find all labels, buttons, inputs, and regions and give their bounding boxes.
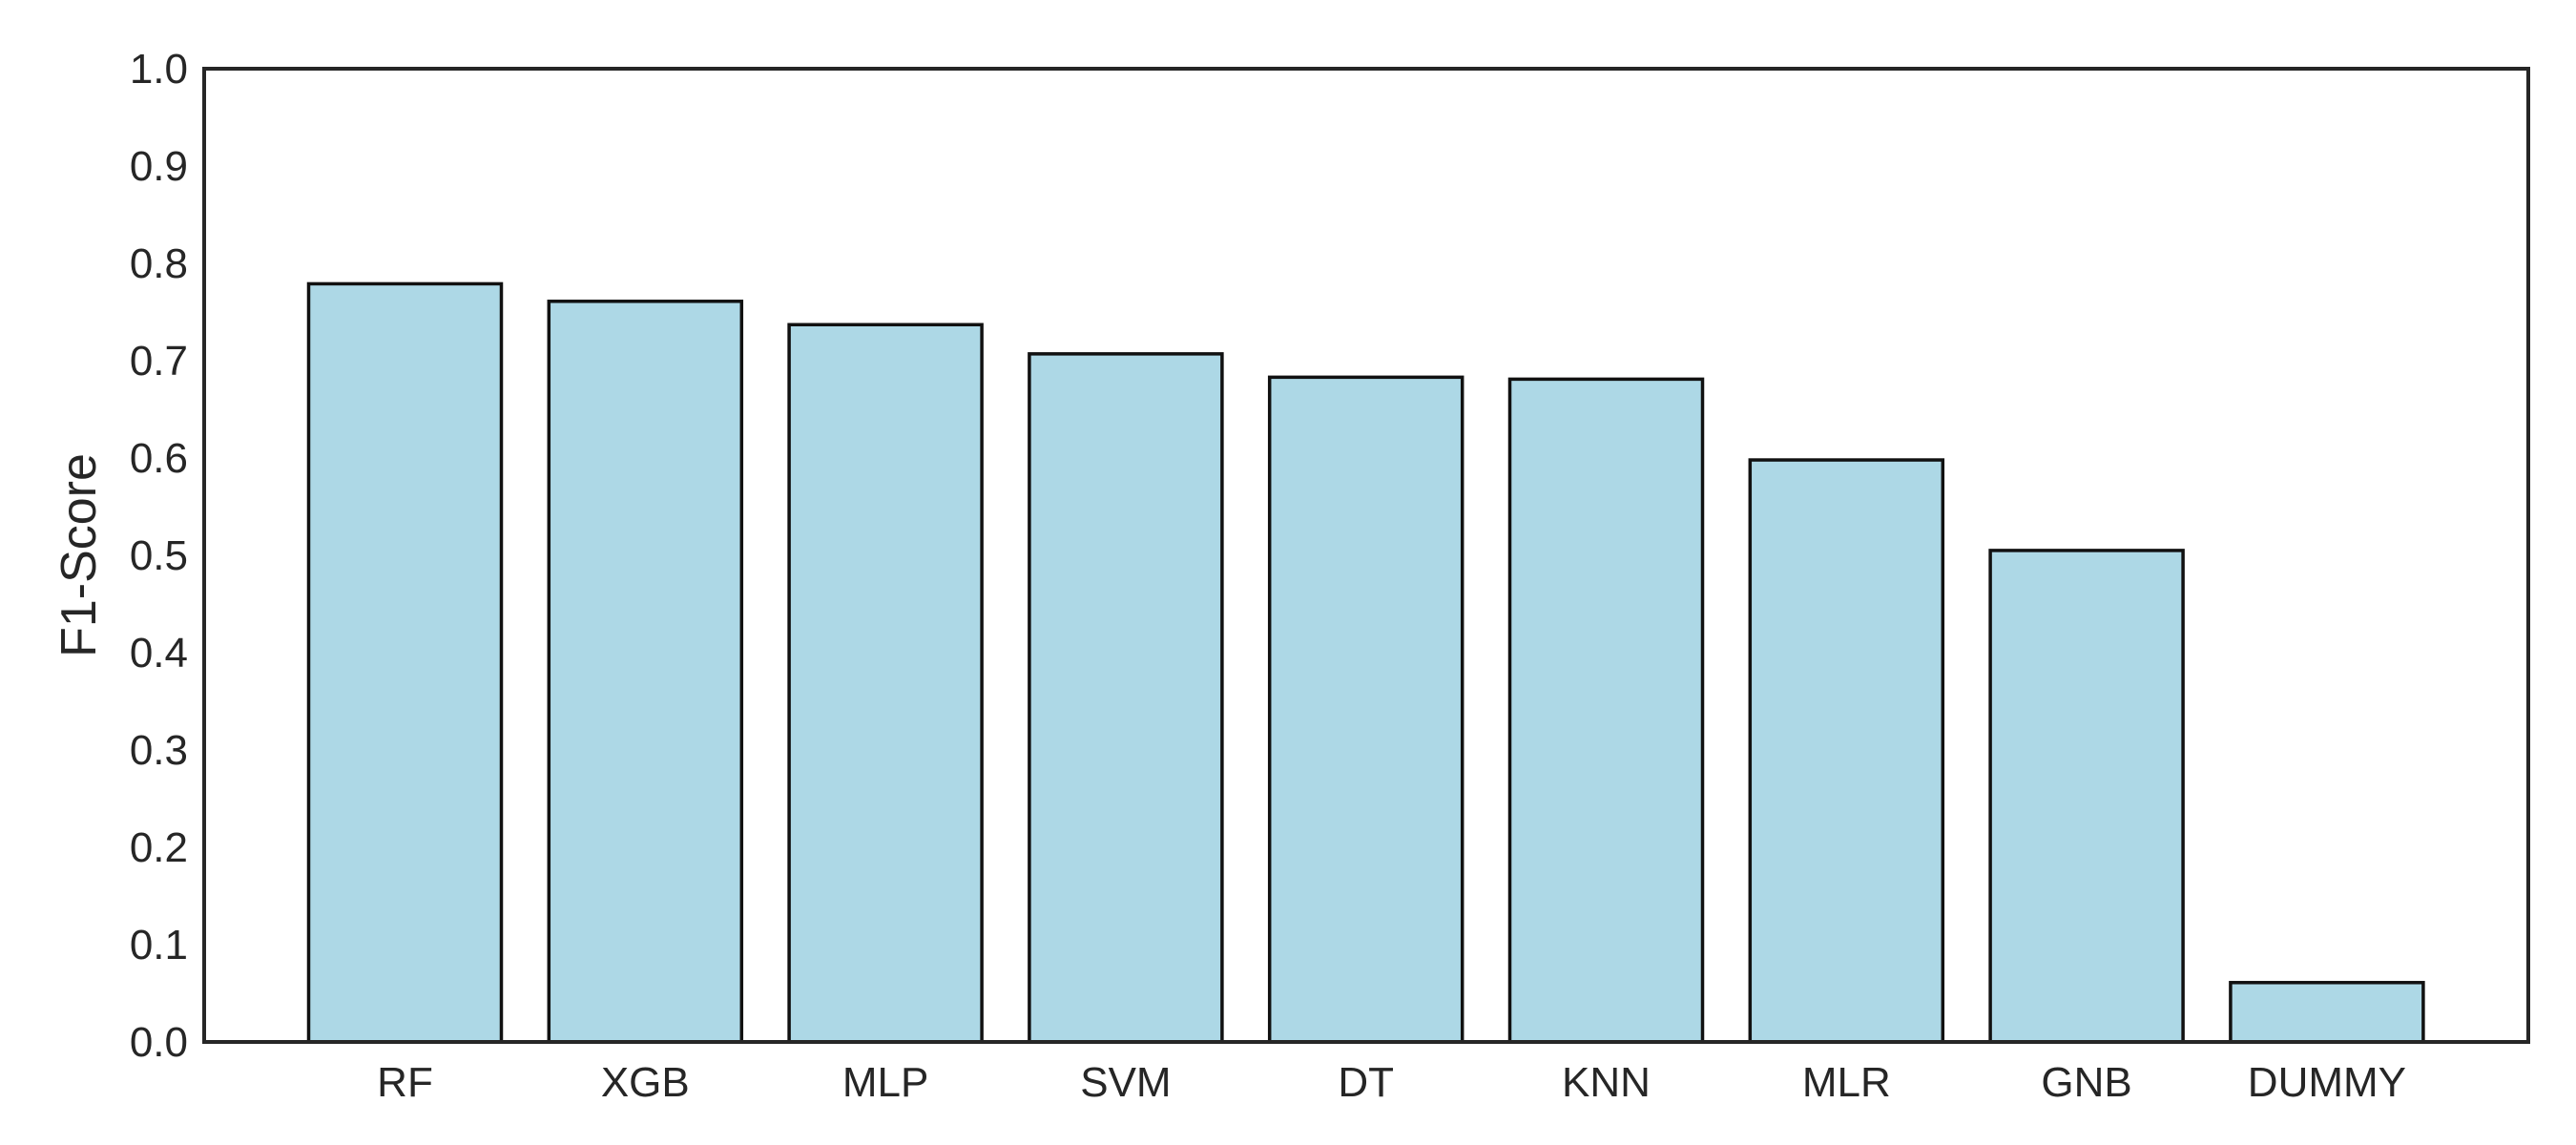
y-tick-label: 0.0: [130, 1019, 188, 1066]
x-axis-ticks: RF XGB MLP SVM DT KNN MLR GNB DUMMY: [377, 1059, 2406, 1106]
x-tick-label-gnb: GNB: [2041, 1059, 2131, 1106]
y-axis-ticks: 0.0 0.1 0.2 0.3 0.4 0.5 0.6 0.7 0.8 0.9 1.0: [130, 46, 188, 1066]
y-tick-label: 0.2: [130, 824, 188, 871]
x-tick-label-dummy: DUMMY: [2248, 1059, 2406, 1106]
y-tick-label: 1.0: [130, 46, 188, 93]
y-tick-label: 0.3: [130, 727, 188, 774]
y-tick-label: 0.8: [130, 240, 188, 287]
bar-dummy: [2229, 981, 2425, 1044]
y-tick-label: 0.9: [130, 143, 188, 190]
bar-knn: [1507, 377, 1705, 1044]
y-tick-label: 0.6: [130, 435, 188, 482]
y-tick-label: 0.5: [130, 532, 188, 579]
bar-dt: [1267, 375, 1465, 1044]
x-tick-label-knn: KNN: [1562, 1059, 1651, 1106]
plot-frame: [202, 67, 2530, 1044]
bar-xgb: [547, 300, 744, 1044]
y-tick-label: 0.1: [130, 922, 188, 968]
x-tick-label-mlr: MLR: [1802, 1059, 1891, 1106]
x-tick-label-dt: DT: [1338, 1059, 1394, 1106]
x-tick-label-xgb: XGB: [601, 1059, 690, 1106]
x-tick-label-svm: SVM: [1080, 1059, 1171, 1106]
bar-mlp: [787, 323, 984, 1044]
bar-mlr: [1748, 458, 1945, 1044]
bars-group: [306, 281, 2425, 1044]
bar-gnb: [1988, 549, 2185, 1044]
bar-rf: [306, 281, 504, 1044]
y-axis-label: F1-Score: [52, 453, 107, 657]
bar-svm: [1028, 352, 1224, 1044]
y-tick-label: 0.4: [130, 630, 188, 677]
y-tick-label: 0.7: [130, 338, 188, 385]
x-tick-label-mlp: MLP: [842, 1059, 928, 1106]
x-tick-label-rf: RF: [377, 1059, 433, 1106]
